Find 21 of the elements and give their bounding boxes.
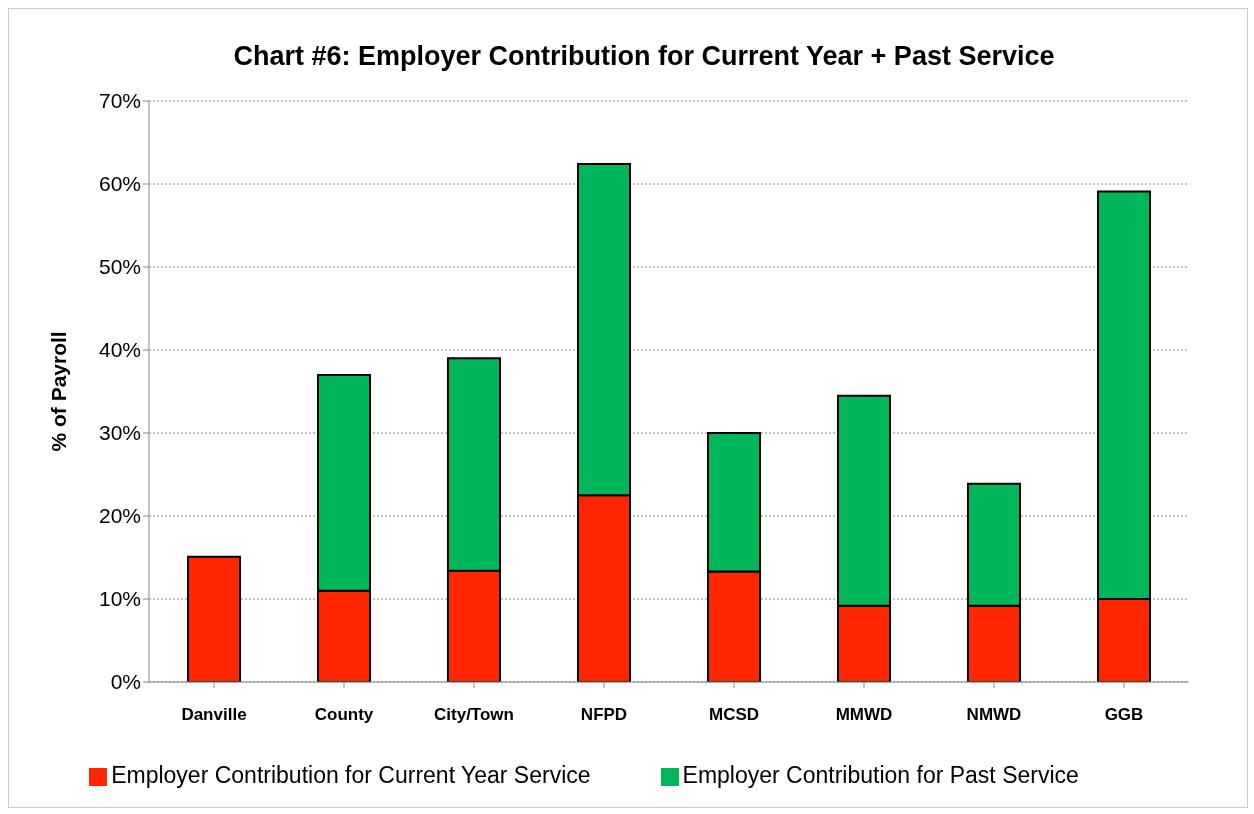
x-tick-label: GGB xyxy=(1104,705,1144,725)
chart-title: Chart #6: Employer Contribution for Current Year + Past Service xyxy=(232,41,1056,72)
bar xyxy=(187,555,241,682)
y-tick-label: 70% xyxy=(98,89,141,113)
y-axis-title: % of Payroll xyxy=(47,331,71,452)
y-tick-label: 10% xyxy=(98,587,141,611)
x-tick-label: NFPD xyxy=(580,705,628,725)
x-tick-label: City/Town xyxy=(434,705,514,725)
x-tick-label: MMWD xyxy=(835,705,893,725)
y-tick-label: 0% xyxy=(110,670,141,694)
legend-label: Employer Contribution for Current Year Service xyxy=(111,762,591,788)
y-tick-label: 20% xyxy=(98,504,141,528)
y-tick-label: 50% xyxy=(98,255,141,279)
x-tick-label: Danville xyxy=(181,705,247,725)
y-tick-label: 30% xyxy=(98,421,141,445)
x-tick-label: NMWD xyxy=(966,705,1022,725)
x-tick-label: County xyxy=(314,705,374,725)
x-tick-label: MCSD xyxy=(708,705,760,725)
y-tick-label: 40% xyxy=(98,338,141,362)
legend-label: Employer Contribution for Past Service xyxy=(682,762,1079,788)
y-tick-label: 60% xyxy=(98,172,141,196)
